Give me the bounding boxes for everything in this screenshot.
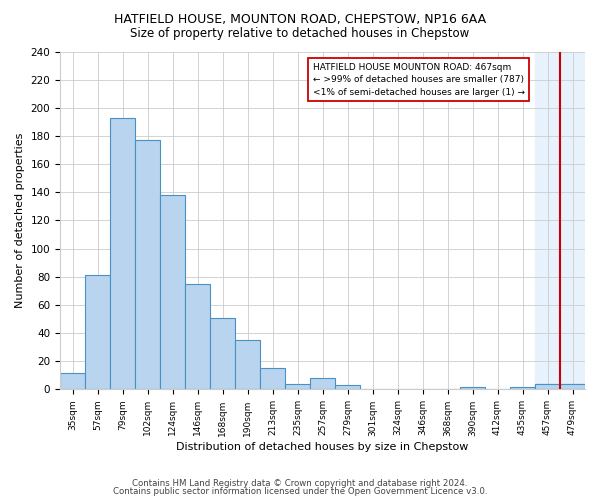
Bar [335, 385, 360, 390]
Bar [560, 384, 585, 390]
Bar [185, 284, 210, 390]
Bar [285, 384, 310, 390]
Bar [60, 372, 85, 390]
X-axis label: Distribution of detached houses by size in Chepstow: Distribution of detached houses by size … [176, 442, 469, 452]
Bar [260, 368, 285, 390]
Text: HATFIELD HOUSE, MOUNTON ROAD, CHEPSTOW, NP16 6AA: HATFIELD HOUSE, MOUNTON ROAD, CHEPSTOW, … [114, 12, 486, 26]
Bar [535, 52, 585, 390]
Bar [235, 340, 260, 390]
Bar [85, 276, 110, 390]
Bar [160, 195, 185, 390]
Y-axis label: Number of detached properties: Number of detached properties [15, 133, 25, 308]
Text: Size of property relative to detached houses in Chepstow: Size of property relative to detached ho… [130, 28, 470, 40]
Bar [535, 384, 560, 390]
Text: HATFIELD HOUSE MOUNTON ROAD: 467sqm
← >99% of detached houses are smaller (787)
: HATFIELD HOUSE MOUNTON ROAD: 467sqm ← >9… [313, 63, 524, 97]
Bar [310, 378, 335, 390]
Bar [460, 386, 485, 390]
Text: Contains HM Land Registry data © Crown copyright and database right 2024.: Contains HM Land Registry data © Crown c… [132, 478, 468, 488]
Bar [110, 118, 135, 390]
Text: Contains public sector information licensed under the Open Government Licence v3: Contains public sector information licen… [113, 487, 487, 496]
Bar [535, 384, 560, 390]
Bar [210, 318, 235, 390]
Bar [510, 386, 535, 390]
Bar [560, 384, 585, 390]
Bar [135, 140, 160, 390]
